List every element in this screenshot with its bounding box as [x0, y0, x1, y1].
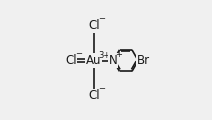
- Text: −: −: [99, 14, 106, 23]
- Text: +: +: [115, 50, 122, 59]
- Text: −: −: [99, 84, 106, 93]
- Text: Cl: Cl: [88, 19, 100, 32]
- Text: N: N: [109, 54, 118, 67]
- Text: Cl: Cl: [88, 89, 100, 102]
- Text: 3+: 3+: [98, 51, 110, 60]
- Text: Cl: Cl: [65, 54, 77, 67]
- Text: Au: Au: [86, 54, 102, 67]
- Text: −: −: [75, 49, 82, 58]
- Text: Br: Br: [137, 54, 150, 67]
